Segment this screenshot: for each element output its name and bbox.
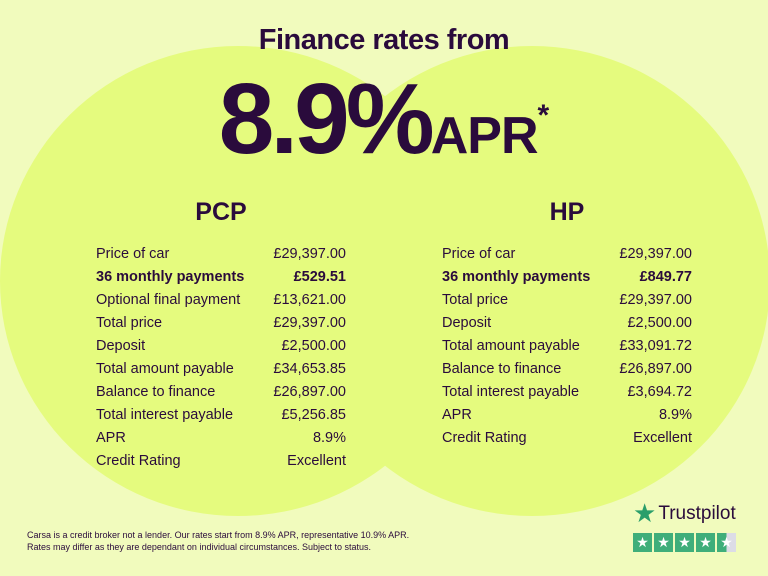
row-value: 8.9% xyxy=(312,430,346,446)
table-row: Price of car £29,397.00 xyxy=(96,243,346,266)
row-value: £29,397.00 xyxy=(619,246,692,262)
table-row: Total price £29,397.00 xyxy=(442,289,692,312)
row-label: APR xyxy=(442,407,472,423)
pcp-table: PCP Price of car £29,397.00 36 monthly pay… xyxy=(96,198,346,473)
table-row: Total interest payable £5,256.85 xyxy=(96,404,346,427)
row-value: £26,897.00 xyxy=(619,361,692,377)
hp-rows: Price of car £29,397.00 36 monthly payment… xyxy=(442,243,692,450)
row-label: Balance to finance xyxy=(96,384,216,400)
row-label: Credit Rating xyxy=(96,453,181,469)
table-row: Total amount payable £33,091.72 xyxy=(442,335,692,358)
row-value: £13,621.00 xyxy=(273,292,346,308)
table-row: Optional final payment £13,621.00 xyxy=(96,289,346,312)
table-row: Balance to finance £26,897.00 xyxy=(442,358,692,381)
row-value: £2,500.00 xyxy=(627,315,692,331)
row-label: Total amount payable xyxy=(96,361,234,377)
row-label: Total interest payable xyxy=(442,384,580,400)
disclaimer-line-2: Rates may differ as they are dependant o… xyxy=(27,542,372,552)
pcp-rows: Price of car £29,397.00 36 monthly payment… xyxy=(96,243,346,473)
row-value: £849.77 xyxy=(639,269,692,285)
row-value: £529.51 xyxy=(293,269,346,285)
table-row: APR 8.9% xyxy=(442,404,692,427)
row-value: £29,397.00 xyxy=(273,315,346,331)
star-icon: ★ xyxy=(633,498,657,528)
row-label: Total price xyxy=(442,292,509,308)
row-label: Total amount payable xyxy=(442,338,580,354)
table-row: Deposit £2,500.00 xyxy=(96,335,346,358)
row-value: Excellent xyxy=(287,453,346,469)
row-label: 36 monthly payments xyxy=(96,269,245,285)
rating-star-icon: ★ xyxy=(675,533,694,552)
row-label: APR xyxy=(96,430,126,446)
table-row: Total amount payable £34,653.85 xyxy=(96,358,346,381)
table-row: Price of car £29,397.00 xyxy=(442,243,692,266)
row-label: Optional final payment xyxy=(96,292,241,308)
table-row: 36 monthly payments £849.77 xyxy=(442,266,692,289)
row-label: Total price xyxy=(96,315,163,331)
row-value: 8.9% xyxy=(658,407,692,423)
rating-star-icon: ★ xyxy=(717,533,736,552)
table-row: Credit Rating Excellent xyxy=(442,427,692,450)
trustpilot-name: Trustpilot xyxy=(658,502,736,524)
row-label: Price of car xyxy=(442,246,516,262)
headline-rate: 8.9%APR* xyxy=(0,62,768,177)
right-circle-decoration xyxy=(294,46,768,516)
apr-label: APR xyxy=(430,107,539,165)
row-label: Price of car xyxy=(96,246,170,262)
table-row: Deposit £2,500.00 xyxy=(442,312,692,335)
disclaimer: Carsa is a credit broker not a lender. O… xyxy=(27,529,409,553)
pcp-title: PCP xyxy=(195,198,247,226)
table-row: Total price £29,397.00 xyxy=(96,312,346,335)
trustpilot-badge[interactable]: ★ Trustpilot ★ ★ ★ ★ ★ xyxy=(633,498,736,552)
row-value: £3,694.72 xyxy=(627,384,692,400)
row-label: 36 monthly payments xyxy=(442,269,591,285)
table-row: 36 monthly payments £529.51 xyxy=(96,266,346,289)
disclaimer-line-1: Carsa is a credit broker not a lender. O… xyxy=(27,530,410,540)
row-value: Excellent xyxy=(633,430,692,446)
row-value: £29,397.00 xyxy=(619,292,692,308)
hp-table: HP Price of car £29,397.00 36 monthly paym… xyxy=(442,198,692,450)
table-row: Balance to finance £26,897.00 xyxy=(96,381,346,404)
headline: Finance rates from xyxy=(258,24,510,56)
table-row: Total interest payable £3,694.72 xyxy=(442,381,692,404)
table-row: Credit Rating Excellent xyxy=(96,450,346,473)
hp-title: HP xyxy=(549,198,585,226)
rating-star-icon: ★ xyxy=(633,533,652,552)
trustpilot-rating: ★ ★ ★ ★ ★ xyxy=(633,533,736,552)
table-row: APR 8.9% xyxy=(96,427,346,450)
rating-star-icon: ★ xyxy=(654,533,673,552)
row-value: £34,653.85 xyxy=(273,361,346,377)
row-value: £2,500.00 xyxy=(281,338,346,354)
row-value: £5,256.85 xyxy=(281,407,346,423)
rating-star-icon: ★ xyxy=(696,533,715,552)
row-label: Credit Rating xyxy=(442,430,527,446)
rate-value: 8.9% xyxy=(218,63,435,175)
row-value: £33,091.72 xyxy=(619,338,692,354)
row-label: Deposit xyxy=(96,338,146,354)
row-label: Deposit xyxy=(442,315,492,331)
row-value: £29,397.00 xyxy=(273,246,346,262)
row-value: £26,897.00 xyxy=(273,384,346,400)
row-label: Total interest payable xyxy=(96,407,234,423)
row-label: Balance to finance xyxy=(442,361,562,377)
asterisk: * xyxy=(537,99,550,132)
